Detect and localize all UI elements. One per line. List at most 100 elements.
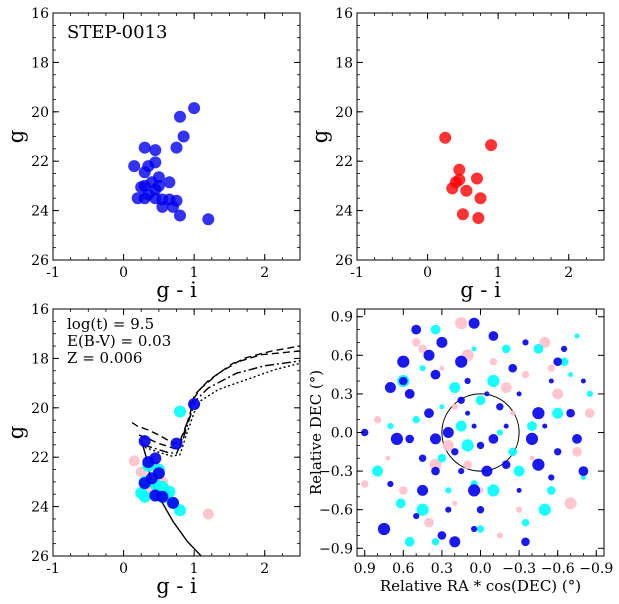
data-point — [455, 355, 468, 368]
data-point — [188, 102, 201, 115]
data-point — [580, 378, 586, 384]
data-point — [128, 160, 141, 173]
y-tick-label: 20 — [31, 401, 49, 417]
data-point — [417, 484, 429, 496]
data-point — [128, 455, 140, 467]
data-point — [503, 423, 509, 429]
data-point — [521, 518, 530, 527]
data-point — [399, 486, 408, 495]
data-point — [439, 131, 452, 144]
data-point — [484, 391, 490, 397]
data-point — [561, 345, 568, 352]
data-point — [460, 184, 473, 197]
data-point — [451, 448, 459, 456]
data-point — [188, 398, 201, 411]
y-tick-label: 16 — [31, 302, 49, 318]
y-axis-label: g — [4, 426, 28, 439]
data-point — [418, 344, 427, 354]
data-point — [566, 408, 575, 418]
data-point — [465, 410, 471, 416]
data-point — [361, 480, 369, 488]
data-point — [384, 382, 396, 393]
data-point — [174, 209, 186, 222]
data-point — [445, 506, 452, 513]
data-point — [449, 382, 461, 393]
x-tick-label: −0.6 — [541, 561, 575, 577]
data-point — [574, 333, 580, 339]
data-point — [149, 144, 162, 157]
data-point — [508, 363, 517, 373]
data-point — [553, 357, 562, 367]
data-point — [464, 377, 471, 385]
data-point — [568, 372, 574, 378]
data-point — [471, 172, 483, 185]
data-point — [411, 338, 421, 347]
y-tick-label: 20 — [335, 105, 353, 121]
data-point — [455, 317, 468, 330]
data-point — [559, 357, 569, 367]
annotation-text: log(t) = 9.5 — [67, 315, 154, 333]
x-tick-label: 2 — [260, 265, 269, 281]
data-point — [496, 403, 504, 411]
data-point — [439, 365, 445, 371]
data-point — [547, 486, 556, 495]
x-axis-label: g - i — [156, 574, 197, 598]
data-point — [429, 458, 442, 471]
y-axis-label: g — [4, 130, 28, 143]
data-point — [510, 410, 516, 416]
data-point — [170, 437, 183, 450]
y-tick-label: 22 — [31, 450, 49, 466]
x-tick-label: 1 — [494, 265, 503, 281]
data-point — [516, 391, 522, 397]
y-tick-label: −0.6 — [319, 503, 353, 519]
x-tick-label: 0.9 — [354, 561, 376, 577]
y-tick-label: 22 — [31, 154, 49, 170]
x-tick-label: −0.9 — [579, 561, 613, 577]
data-point — [397, 355, 410, 368]
data-point — [461, 439, 474, 452]
panel-p2: -1 0 1 2 16 18 20 22 24 26 g - i g — [308, 6, 605, 302]
data-point — [468, 484, 481, 497]
data-point — [138, 192, 151, 205]
data-point — [552, 407, 564, 419]
data-point — [413, 513, 420, 520]
field-circle — [441, 393, 520, 472]
data-point — [163, 176, 176, 189]
data-point — [538, 503, 551, 516]
data-point — [489, 358, 498, 366]
data-point — [580, 475, 586, 480]
data-point — [501, 460, 511, 470]
x-tick-label: 0 — [423, 265, 432, 281]
data-point — [527, 421, 537, 431]
isochrone-line — [131, 345, 300, 445]
x-tick-label: 0.3 — [431, 561, 453, 577]
data-point — [404, 536, 415, 547]
data-point — [423, 349, 435, 361]
x-tick-label: 0 — [119, 265, 128, 281]
y-tick-label: 20 — [31, 105, 49, 121]
data-point — [442, 427, 454, 438]
data-point — [564, 497, 577, 510]
data-point — [458, 468, 465, 475]
data-point — [542, 423, 548, 429]
data-point — [500, 382, 512, 393]
data-point — [167, 496, 179, 509]
data-point — [446, 182, 459, 195]
y-tick-label: −0.9 — [319, 541, 353, 557]
data-point — [453, 163, 466, 176]
data-point — [508, 447, 517, 457]
data-point — [418, 454, 427, 462]
data-point — [586, 390, 593, 397]
data-point — [457, 396, 465, 404]
data-point — [138, 166, 151, 179]
panel-p4: 0.9 0.6 0.3 0.0 −0.3 −0.6 −0.90.90.60.30.0−0.3… — [307, 308, 613, 595]
y-tick-label: 24 — [335, 204, 353, 220]
data-point — [437, 453, 447, 463]
data-point — [456, 208, 469, 221]
data-point — [488, 434, 499, 444]
data-point — [387, 480, 394, 488]
data-point — [487, 484, 500, 497]
y-tick-label: 0.9 — [331, 310, 353, 326]
data-point — [138, 490, 151, 503]
